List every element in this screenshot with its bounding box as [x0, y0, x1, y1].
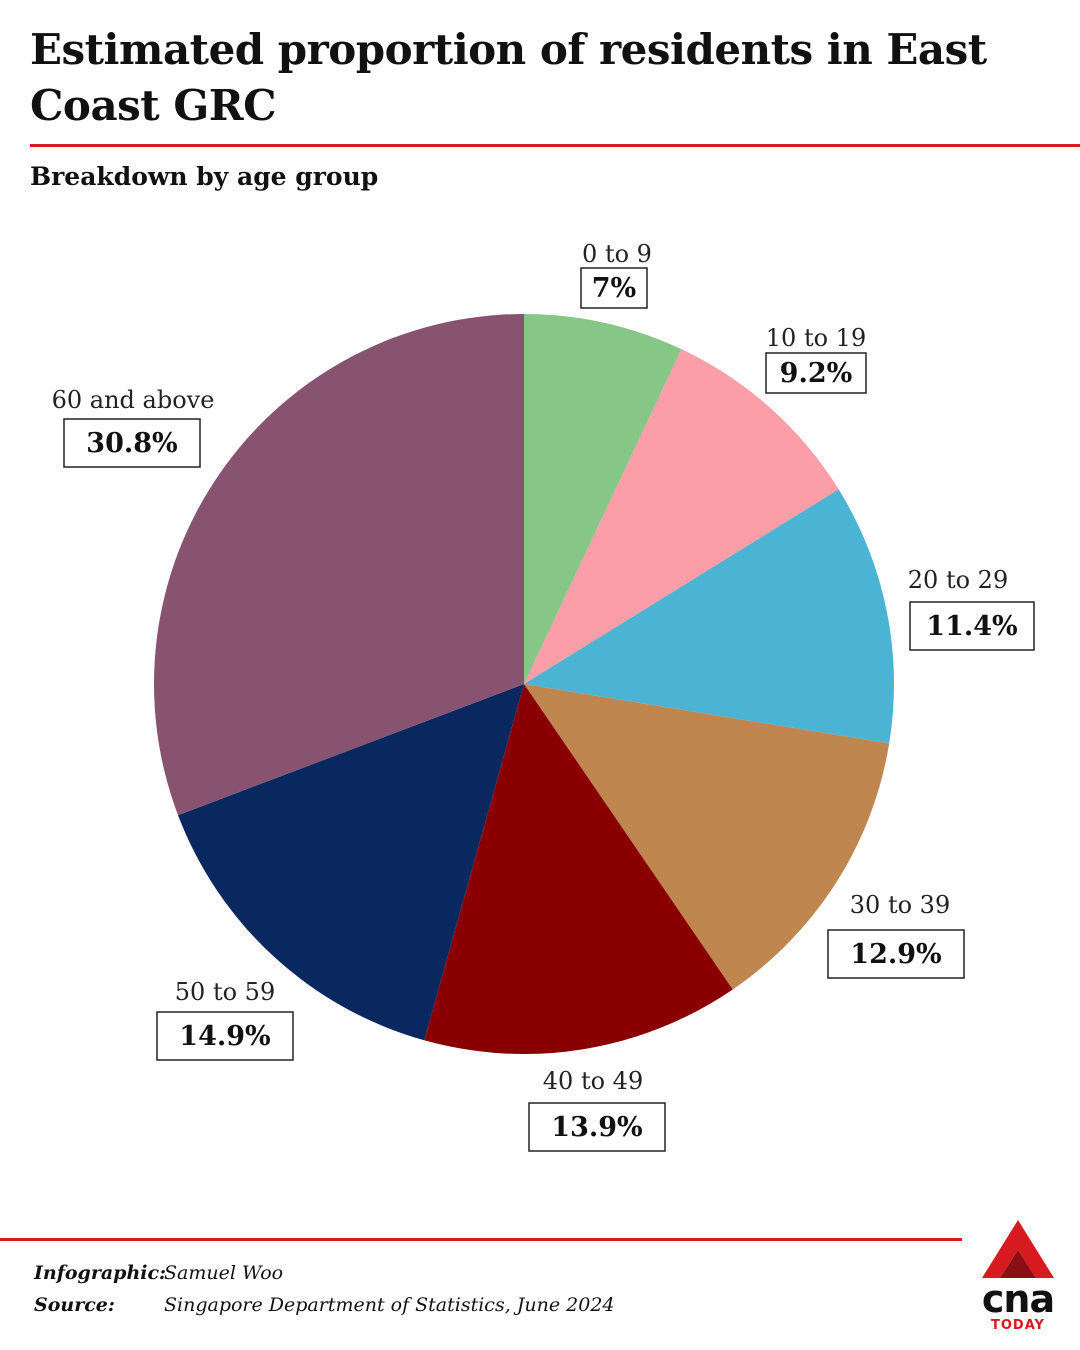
pie-slice-4 [524, 684, 890, 990]
category-label: 40 to 49 [543, 1067, 643, 1095]
category-label: 10 to 19 [766, 324, 866, 352]
credit-source: Source: Singapore Department of Statisti… [34, 1292, 615, 1318]
category-label: 60 and above [52, 386, 215, 414]
value-label-box [827, 929, 965, 979]
pie-slice-1 [524, 314, 682, 684]
value-label: 12.9% [850, 939, 941, 970]
infographic-label: Infographic: [34, 1262, 167, 1284]
pie-slice-3 [524, 489, 895, 744]
category-label: 50 to 59 [175, 978, 275, 1006]
logo-wordmark: cna [981, 1277, 1055, 1321]
category-label: 20 to 29 [908, 566, 1008, 594]
pie-slice-7 [153, 314, 524, 816]
pie-slice-6 [178, 684, 525, 1041]
value-label-box [528, 1102, 666, 1152]
pie-labels: 0 to 9 7% 10 to 19 9.2% 20 to 29 11.4% 30 to 3… [52, 240, 1035, 1152]
category-label: 0 to 9 [582, 240, 652, 268]
value-label: 30.8% [86, 428, 177, 459]
value-label: 7% [592, 273, 636, 304]
value-label-box [580, 267, 648, 309]
pie-slice-5 [424, 684, 733, 1054]
logo-tag: TODAY [991, 1318, 1045, 1333]
source-label: Source: [34, 1294, 115, 1316]
infographic-value: Samuel Woo [164, 1262, 284, 1284]
value-label: 14.9% [179, 1021, 270, 1052]
chart-title: Estimated proportion of residents in Eas… [30, 25, 987, 130]
credit-infographic: Infographic: Samuel Woo [34, 1260, 283, 1286]
pie-slices [153, 314, 895, 1054]
footer-divider [0, 1238, 962, 1241]
source-value: Singapore Department of Statistics, June… [164, 1294, 615, 1316]
category-label: 30 to 39 [850, 891, 950, 919]
cna-logo-icon [982, 1220, 1054, 1278]
chart-subtitle: Breakdown by age group [30, 162, 379, 191]
value-label-box [63, 418, 201, 468]
value-label: 11.4% [926, 611, 1017, 642]
value-label: 13.9% [551, 1112, 642, 1143]
value-label: 9.2% [780, 358, 853, 389]
value-label-box [909, 601, 1035, 651]
value-label-box [765, 352, 867, 394]
title-divider [30, 144, 1080, 147]
value-label-box [156, 1011, 294, 1061]
pie-slice-2 [524, 349, 839, 684]
